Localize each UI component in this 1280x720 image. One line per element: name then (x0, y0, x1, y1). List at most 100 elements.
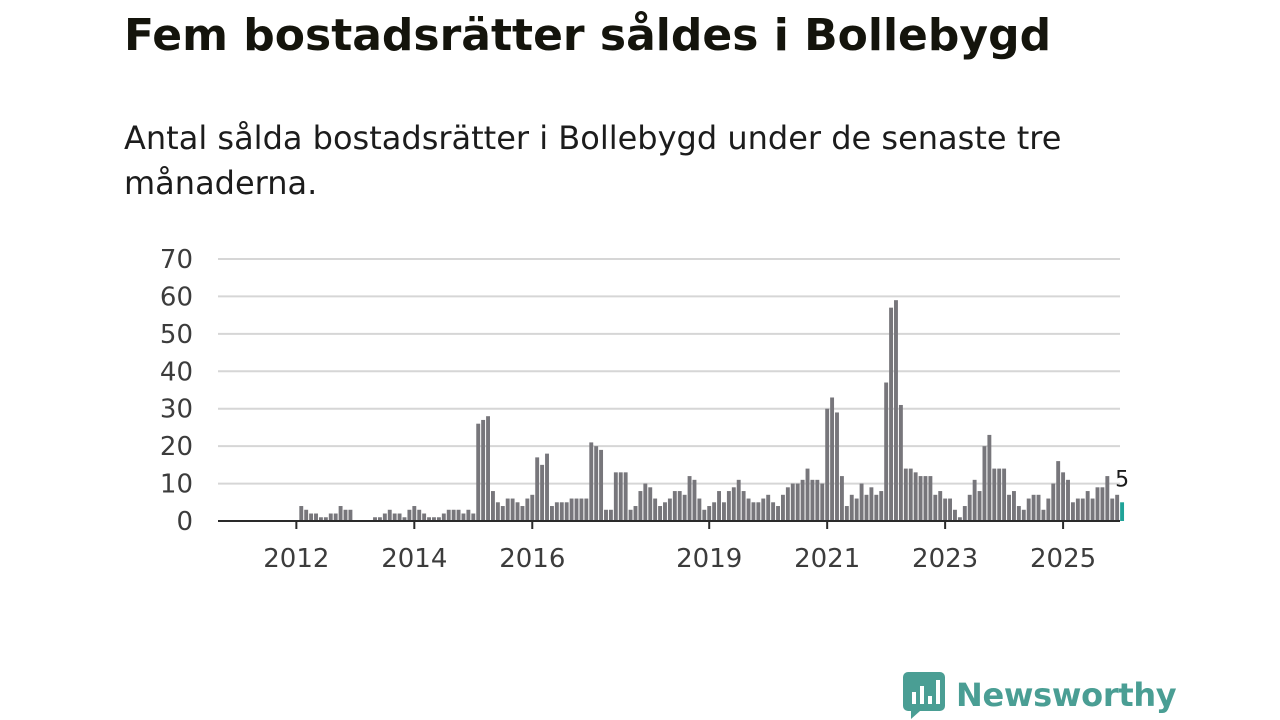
y-tick-label: 60 (160, 282, 193, 312)
bar (515, 502, 520, 521)
bar (599, 449, 604, 521)
bar (820, 483, 825, 521)
bar (530, 494, 535, 521)
bar (314, 513, 318, 521)
bar (643, 483, 648, 521)
bar (1085, 491, 1090, 521)
bar (864, 494, 869, 521)
x-tick-label: 2014 (381, 544, 447, 574)
bar (338, 506, 343, 521)
bar (1051, 483, 1056, 521)
bar (663, 502, 667, 521)
bar (387, 509, 392, 521)
bar (800, 479, 805, 521)
bar (1115, 494, 1120, 521)
bar (1066, 479, 1070, 521)
bar (687, 476, 692, 521)
bar-chart: 0 10 20 30 40 50 60 70 2012 2014 2016 2019 2021 2023… (160, 245, 1129, 574)
bar (486, 416, 490, 521)
bar (608, 509, 613, 521)
bar (761, 498, 766, 521)
x-tick-label: 2025 (1030, 544, 1096, 574)
bar (658, 506, 663, 521)
bar (702, 509, 707, 521)
bar (943, 498, 948, 521)
bar (432, 517, 436, 521)
x-tick-label: 2012 (263, 544, 329, 574)
bar (373, 517, 377, 521)
bar (535, 457, 540, 521)
bar (343, 509, 348, 521)
bar (323, 517, 328, 521)
bar (446, 509, 451, 521)
bar (736, 479, 741, 521)
bar (392, 513, 397, 521)
bar (987, 434, 992, 521)
chart-title: Fem bostadsrätter såldes i Bollebygd (124, 10, 1052, 61)
bar (805, 468, 810, 521)
bar (633, 506, 638, 521)
bar (623, 472, 628, 521)
bar (451, 509, 456, 521)
bar (903, 468, 908, 521)
bar (849, 494, 854, 521)
bar (795, 483, 800, 521)
bar (377, 517, 382, 521)
bar (859, 483, 864, 521)
bar (328, 513, 333, 521)
bar (1100, 487, 1105, 521)
bar (948, 498, 952, 521)
bar (717, 491, 721, 521)
bar (746, 498, 751, 521)
bar (830, 397, 835, 521)
y-tick-label: 30 (160, 395, 193, 425)
bar (476, 423, 481, 521)
bar (318, 517, 323, 521)
bar (992, 468, 997, 521)
bar (869, 487, 874, 521)
x-tick-label: 2023 (912, 544, 978, 574)
bar (982, 446, 987, 521)
bar (461, 513, 466, 521)
bar (471, 513, 476, 521)
bar (613, 472, 618, 521)
bar (835, 412, 839, 521)
newsworthy-logo-text: Newsworthy (956, 676, 1177, 714)
bar (525, 498, 530, 521)
bar (456, 509, 461, 521)
bar (785, 487, 790, 521)
bar (520, 506, 525, 521)
bar (422, 513, 427, 521)
bar (427, 517, 432, 521)
bar (1105, 476, 1110, 521)
bar (309, 513, 314, 521)
chart-subtitle: Antal sålda bostadsrätter i Bollebygd un… (124, 119, 1062, 202)
bar (579, 498, 584, 521)
bar (500, 506, 505, 521)
bar (545, 453, 549, 521)
bar (481, 419, 486, 521)
bar (505, 498, 510, 521)
bar (589, 442, 594, 521)
bar (889, 307, 894, 521)
bar (584, 498, 589, 521)
bar (731, 487, 736, 521)
bar (348, 509, 353, 521)
bar (815, 479, 820, 521)
bar (790, 483, 795, 521)
bar (618, 472, 623, 521)
bar (672, 491, 677, 521)
bar (913, 472, 918, 521)
bar (780, 494, 785, 521)
bar (407, 509, 412, 521)
bar (441, 513, 446, 521)
bar (854, 498, 859, 521)
bar (1056, 461, 1061, 521)
bar (1075, 498, 1080, 521)
bar (697, 498, 702, 521)
x-tick-label: 2016 (499, 544, 565, 574)
bar (874, 494, 879, 521)
bar (972, 479, 977, 521)
bar (938, 491, 943, 521)
bar (756, 502, 761, 521)
